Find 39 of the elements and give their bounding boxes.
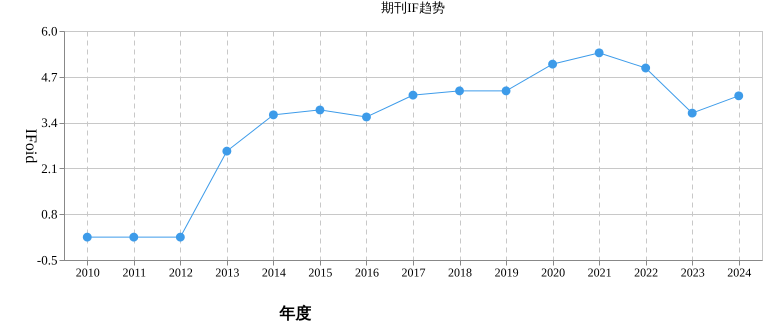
point bbox=[315, 105, 324, 114]
point bbox=[408, 90, 418, 100]
point bbox=[688, 108, 697, 118]
point bbox=[268, 110, 278, 120]
x-tick-label: 2011 bbox=[122, 266, 146, 280]
point bbox=[362, 112, 371, 122]
x-tick-label: 2017 bbox=[402, 266, 426, 280]
x-tick-label: 2014 bbox=[262, 266, 286, 280]
point bbox=[82, 232, 92, 242]
y-tick-label: 4.7 bbox=[41, 69, 58, 84]
x-tick-label: 2022 bbox=[634, 266, 658, 280]
y-tick-label: -0.5 bbox=[36, 252, 58, 268]
x-tick-label: 2015 bbox=[308, 266, 332, 280]
point bbox=[734, 91, 744, 100]
x-tick-label: 2019 bbox=[494, 266, 519, 280]
chart-title: 期刊IF趋势 bbox=[381, 0, 445, 15]
point bbox=[641, 64, 650, 72]
x-tick-label: 2013 bbox=[215, 266, 240, 280]
y-tick-label: 2.1 bbox=[41, 160, 58, 176]
point bbox=[594, 48, 604, 58]
x-tick-label: 2023 bbox=[680, 266, 705, 280]
y-tick-label: 0.8 bbox=[41, 206, 58, 222]
point bbox=[548, 60, 558, 69]
x-tick-label: 2016 bbox=[354, 266, 379, 280]
y-tick-label: 3.4 bbox=[41, 115, 58, 130]
x-tick-label: 2024 bbox=[727, 266, 752, 280]
y-tick-label: 6.0 bbox=[41, 24, 58, 38]
x-tick-label: 2020 bbox=[541, 266, 566, 280]
point bbox=[176, 232, 185, 242]
x-tick-label: 2021 bbox=[588, 266, 612, 280]
point bbox=[222, 146, 232, 156]
point bbox=[129, 232, 138, 242]
x-tick-label: 2018 bbox=[448, 266, 472, 280]
x-tick-label: 2012 bbox=[168, 266, 193, 280]
x-tick-label: 2010 bbox=[76, 266, 100, 280]
x-axis-title: 年度 bbox=[278, 304, 312, 322]
point bbox=[502, 86, 511, 96]
point bbox=[455, 86, 464, 96]
y-axis-title: IFoid bbox=[22, 128, 39, 164]
